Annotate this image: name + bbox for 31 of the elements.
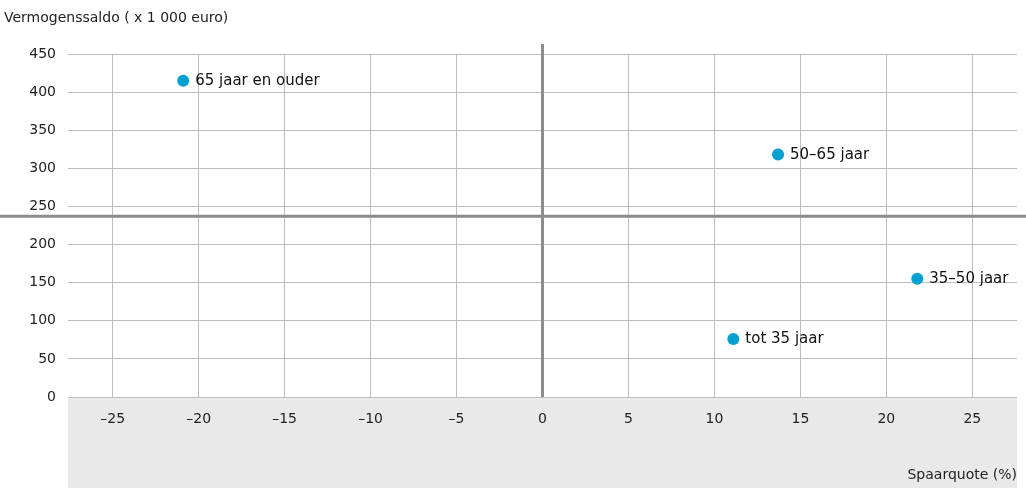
y-tick-label: 250 bbox=[29, 197, 56, 214]
x-tick-label: –15 bbox=[272, 410, 298, 427]
annotation: 50–65 jaar bbox=[790, 144, 871, 163]
x-tick-label: –20 bbox=[186, 410, 212, 427]
y-tick-label: 300 bbox=[29, 158, 56, 175]
x-tick-label: –5 bbox=[448, 410, 465, 427]
x-tick-label: –25 bbox=[100, 410, 126, 427]
annotation: tot 35 jaar bbox=[745, 328, 825, 347]
y-tick-label: 350 bbox=[29, 120, 56, 137]
y-tick-label: 0 bbox=[47, 387, 56, 404]
x-tick-label: 5 bbox=[624, 410, 633, 427]
y-axis-title: Vermogenssaldo ( x 1 000 euro) bbox=[4, 9, 229, 25]
x-tick-label: 15 bbox=[791, 410, 810, 427]
x-axis-title: Spaarquote (%) bbox=[907, 466, 1017, 483]
x-tick-label: –10 bbox=[358, 410, 383, 427]
x-tick-label: 0 bbox=[538, 410, 547, 427]
point bbox=[177, 74, 190, 87]
point bbox=[772, 148, 785, 161]
annotation: 65 jaar en ouder bbox=[195, 70, 321, 89]
annotation: 35–50 jaar bbox=[929, 268, 1010, 287]
x-tick-label: 10 bbox=[705, 410, 724, 427]
point bbox=[911, 272, 924, 285]
y-tick-label: 50 bbox=[38, 349, 56, 366]
x-tick-label: 25 bbox=[963, 410, 982, 427]
x-tick-label: 20 bbox=[877, 410, 896, 427]
point bbox=[727, 333, 740, 346]
y-tick-label: 150 bbox=[29, 273, 56, 290]
y-tick-label: 400 bbox=[29, 82, 56, 99]
y-tick-label: 450 bbox=[29, 44, 56, 61]
y-tick-label: 200 bbox=[29, 235, 56, 252]
y-tick-label: 100 bbox=[29, 311, 56, 328]
